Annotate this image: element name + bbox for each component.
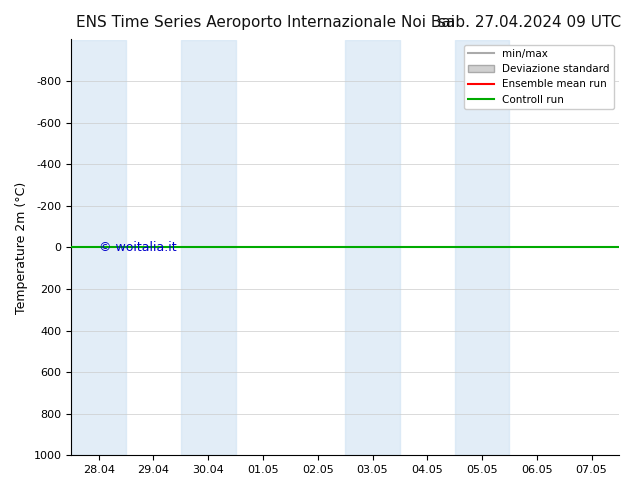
- Text: © woitalia.it: © woitalia.it: [99, 241, 176, 254]
- Text: sab. 27.04.2024 09 UTC: sab. 27.04.2024 09 UTC: [438, 15, 621, 30]
- Legend: min/max, Deviazione standard, Ensemble mean run, Controll run: min/max, Deviazione standard, Ensemble m…: [463, 45, 614, 109]
- Text: ENS Time Series Aeroporto Internazionale Noi Bai: ENS Time Series Aeroporto Internazionale…: [76, 15, 455, 30]
- Bar: [181, 40, 236, 455]
- Bar: [345, 40, 400, 455]
- Bar: [455, 40, 510, 455]
- Y-axis label: Temperature 2m (°C): Temperature 2m (°C): [15, 181, 28, 314]
- Bar: [71, 40, 126, 455]
